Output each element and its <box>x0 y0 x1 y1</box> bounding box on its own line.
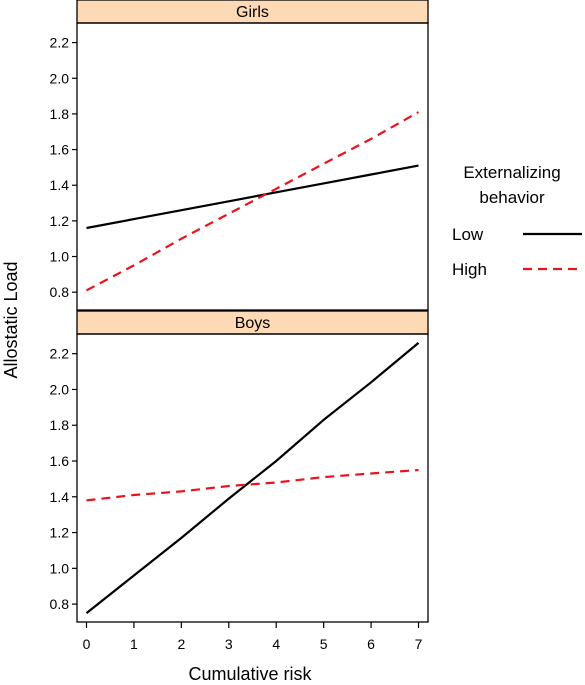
x-axis: 0 1 2 3 4 5 6 7 <box>83 622 423 652</box>
y-tick-label-boys: 1.0 <box>50 560 70 576</box>
plot-frame-boys <box>76 333 429 623</box>
x-tick-label: 0 <box>83 636 91 652</box>
x-tick-label: 7 <box>415 636 423 652</box>
panels: Girls 0.8 1.0 1.2 1.4 1.6 1.8 2.0 2.2 Boys 0.8 1.0 1… <box>50 0 429 623</box>
series-line-girls-low <box>86 164 419 230</box>
legend-title-line2: behavior <box>479 188 545 207</box>
x-tick-label: 3 <box>225 636 233 652</box>
strip-title-girls: Girls <box>236 4 269 21</box>
y-tick-label-boys: 2.2 <box>50 346 70 362</box>
y-tick-label-girls: 2.2 <box>50 35 70 51</box>
y-tick-label-boys: 1.2 <box>50 525 70 541</box>
y-tick-label-girls: 0.8 <box>50 284 70 300</box>
y-tick-label-girls: 1.8 <box>50 106 70 122</box>
y-tick-label-boys: 0.8 <box>50 596 70 612</box>
panel-boys: Boys 0.8 1.0 1.2 1.4 1.6 1.8 2.0 2.2 <box>50 310 429 623</box>
panel-girls: Girls 0.8 1.0 1.2 1.4 1.6 1.8 2.0 2.2 <box>50 0 429 311</box>
y-axis-title: Allostatic Load <box>1 261 21 378</box>
legend-title-line1: Externalizing <box>463 163 560 182</box>
series-line-boys-high <box>86 468 419 502</box>
x-tick-label: 2 <box>177 636 185 652</box>
y-tick-label-boys: 1.8 <box>50 417 70 433</box>
x-tick-label: 4 <box>272 636 280 652</box>
plot-frame-girls <box>76 22 429 311</box>
legend: Externalizing behavior Low High <box>452 163 582 279</box>
y-tick-label-girls: 1.6 <box>50 142 70 158</box>
x-tick-label: 6 <box>367 636 375 652</box>
x-tick-label: 5 <box>320 636 328 652</box>
y-tick-label-boys: 2.0 <box>50 381 70 397</box>
y-tick-label-girls: 2.0 <box>50 70 70 86</box>
legend-label-low: Low <box>452 225 484 244</box>
x-tick-label: 1 <box>130 636 138 652</box>
y-tick-label-boys: 1.4 <box>50 489 70 505</box>
y-tick-label-girls: 1.0 <box>50 249 70 265</box>
legend-label-high: High <box>452 260 487 279</box>
series-line-boys-low <box>85 342 420 614</box>
y-tick-label-girls: 1.2 <box>50 213 70 229</box>
y-tick-label-girls: 1.4 <box>50 177 70 193</box>
strip-title-boys: Boys <box>235 315 271 332</box>
series-line-girls-high <box>85 111 420 292</box>
y-tick-label-boys: 1.6 <box>50 453 70 469</box>
x-axis-title: Cumulative risk <box>188 664 312 684</box>
legend-entries: Low High <box>452 225 582 279</box>
